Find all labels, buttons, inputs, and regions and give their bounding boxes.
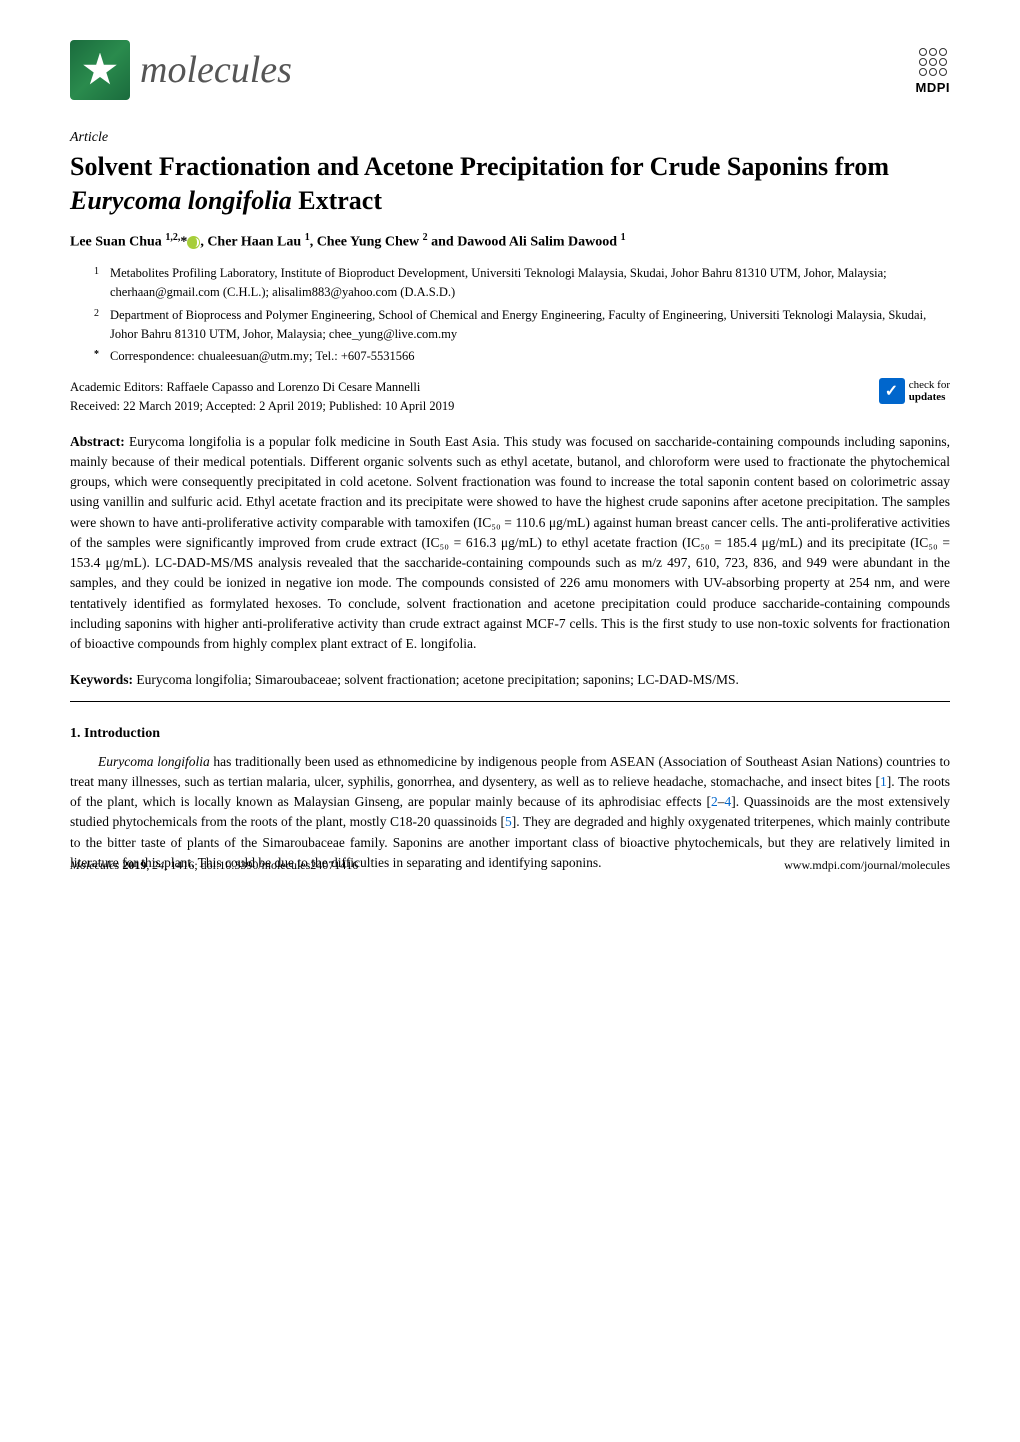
- logo-section: molecules: [70, 40, 292, 100]
- journal-name: molecules: [140, 48, 292, 92]
- author-1: Lee Suan Chua: [70, 234, 165, 249]
- authors-line: Lee Suan Chua 1,2,* , Cher Haan Lau 1 , Ch…: [70, 232, 950, 251]
- editorial-info-row: Academic Editors: Raffaele Capasso and L…: [70, 378, 950, 416]
- mdpi-logo: MDPI: [916, 46, 951, 95]
- orcid-icon[interactable]: [187, 236, 200, 249]
- affiliations: 1 Metabolites Profiling Laboratory, Inst…: [94, 264, 950, 366]
- academic-editors: Academic Editors: Raffaele Capasso and L…: [70, 378, 454, 397]
- page-footer: Molecules 2019, 24, 1416; doi:10.3390/mo…: [70, 858, 950, 873]
- affiliation-text-1: Metabolites Profiling Laboratory, Instit…: [110, 264, 950, 302]
- check-label-1: check for: [909, 379, 950, 391]
- affiliation-text-2: Department of Bioprocess and Polymer Eng…: [110, 306, 950, 344]
- check-label-2: updates: [909, 391, 950, 403]
- author-1-sup: 1,2,: [165, 232, 180, 243]
- abstract-text: Eurycoma longifolia is a popular folk me…: [70, 434, 950, 652]
- article-title: Solvent Fractionation and Acetone Precip…: [70, 150, 950, 218]
- journal-logo-icon: [70, 40, 130, 100]
- keywords: Keywords: Eurycoma longifolia; Simarouba…: [70, 670, 950, 690]
- affiliation-corr: * Correspondence: chualeesuan@utm.my; Te…: [94, 347, 950, 366]
- abstract: Abstract: Eurycoma longifolia is a popul…: [70, 432, 950, 655]
- abstract-label: Abstract:: [70, 434, 125, 449]
- title-part2: Extract: [292, 186, 382, 215]
- corresponding-asterisk: *: [180, 234, 187, 249]
- publisher-name: MDPI: [916, 80, 951, 95]
- affiliation-2: 2 Department of Bioprocess and Polymer E…: [94, 306, 950, 344]
- author-4-sup: 1: [621, 232, 626, 243]
- editorial-info: Academic Editors: Raffaele Capasso and L…: [70, 378, 454, 416]
- ref-link-1[interactable]: 1: [880, 774, 887, 789]
- footer-right[interactable]: www.mdpi.com/journal/molecules: [784, 858, 950, 873]
- affiliation-text-corr: Correspondence: chualeesuan@utm.my; Tel.…: [110, 347, 415, 366]
- check-updates-text: check for updates: [909, 379, 950, 403]
- author-4-pre: and Dawood Ali Salim Dawood: [428, 234, 621, 249]
- affiliation-num-corr: *: [94, 347, 110, 366]
- article-type: Article: [70, 130, 950, 146]
- intro-paragraph: Eurycoma longifolia has traditionally be…: [70, 752, 950, 874]
- header-row: molecules MDPI: [70, 40, 950, 100]
- ref-link-5[interactable]: 5: [505, 814, 512, 829]
- affiliation-num-2: 2: [94, 306, 110, 344]
- affiliation-num-1: 1: [94, 264, 110, 302]
- author-2-pre: , Cher Haan Lau: [200, 234, 304, 249]
- check-icon: [879, 378, 905, 404]
- footer-left: Molecules 2019, 24, 1416; doi:10.3390/mo…: [70, 858, 358, 873]
- ref-link-2[interactable]: 2: [711, 794, 718, 809]
- title-italic: Eurycoma longifolia: [70, 186, 292, 215]
- title-part1: Solvent Fractionation and Acetone Precip…: [70, 152, 889, 181]
- mdpi-circles-icon: [917, 46, 949, 78]
- keywords-text: Eurycoma longifolia; Simaroubaceae; solv…: [133, 672, 739, 687]
- intro-italic: Eurycoma longifolia: [98, 754, 210, 769]
- divider: [70, 701, 950, 702]
- affiliation-1: 1 Metabolites Profiling Laboratory, Inst…: [94, 264, 950, 302]
- author-3-pre: , Chee Yung Chew: [310, 234, 423, 249]
- keywords-label: Keywords:: [70, 672, 133, 687]
- section-1-heading: 1. Introduction: [70, 726, 950, 742]
- check-for-updates-button[interactable]: check for updates: [879, 378, 950, 404]
- received-dates: Received: 22 March 2019; Accepted: 2 Apr…: [70, 397, 454, 416]
